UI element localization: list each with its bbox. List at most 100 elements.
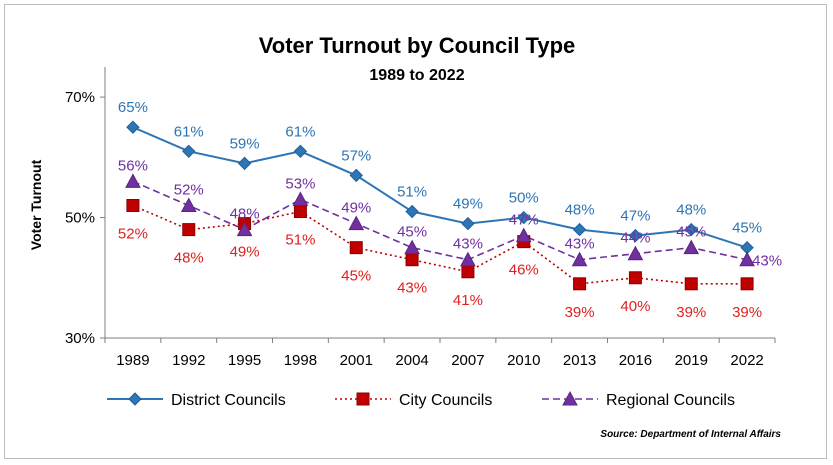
district-point — [349, 168, 363, 183]
district-point — [684, 222, 698, 237]
regional-point — [348, 215, 365, 231]
regional-data-label: 43% — [453, 236, 483, 253]
district-point — [517, 210, 531, 225]
district-data-label: 48% — [676, 202, 706, 219]
city-point — [182, 223, 196, 237]
regional-data-label: 43% — [565, 236, 595, 253]
regional-point — [683, 239, 700, 255]
regional-data-label: 48% — [230, 206, 260, 223]
x-tick-label: 2013 — [563, 352, 596, 369]
regional-point — [627, 245, 644, 261]
city-data-label: 43% — [397, 280, 427, 297]
x-tick-label: 2001 — [340, 352, 373, 369]
legend-marker-district — [128, 392, 142, 406]
city-data-label: 39% — [565, 304, 595, 321]
regional-point — [180, 197, 197, 213]
x-tick-label: 1995 — [228, 352, 261, 369]
x-tick-label: 1998 — [284, 352, 317, 369]
city-data-label: 45% — [341, 268, 371, 285]
data-labels-layer: 65% 61% 59% 61% 57% 51% 49% 50% 48% 47% 48% 45% 52% 4… — [118, 99, 782, 321]
y-axis-label: Voter Turnout — [28, 159, 44, 250]
city-point — [461, 265, 475, 279]
x-tick-label: 1989 — [116, 352, 149, 369]
series-layer — [125, 120, 755, 291]
regional-data-label: 56% — [118, 157, 148, 174]
regional-point — [404, 239, 420, 255]
x-tick-label: 1992 — [172, 352, 205, 369]
district-point — [126, 120, 140, 134]
district-data-label: 45% — [732, 220, 762, 237]
legend-marker-regional — [562, 390, 578, 406]
chart-subtitle: 1989 to 2022 — [369, 67, 464, 84]
source-note: Source: Department of Internal Affairs — [600, 429, 781, 440]
regional-data-label: 53% — [285, 175, 315, 192]
city-data-label: 39% — [676, 304, 706, 321]
y-tick-label: 50% — [65, 210, 95, 227]
district-data-label: 57% — [341, 147, 371, 164]
district-data-label: 50% — [509, 190, 539, 207]
city-point — [405, 253, 419, 267]
regional-point — [236, 221, 253, 237]
district-point — [461, 216, 475, 231]
district-data-label: 51% — [397, 184, 427, 201]
x-tick-label: 2004 — [395, 352, 428, 369]
district-point — [293, 144, 308, 159]
district-data-label: 59% — [230, 135, 260, 152]
regional-point — [125, 173, 141, 188]
city-data-label: 46% — [509, 262, 539, 279]
district-data-label: 47% — [620, 208, 650, 225]
line-chart: Voter Turnout by Council Type 1989 to 20… — [28, 33, 782, 440]
regional-data-label: 44% — [620, 230, 650, 247]
regional-point — [571, 251, 588, 267]
district-point — [182, 144, 196, 159]
regional-data-label: 45% — [676, 224, 706, 241]
regional-point — [292, 191, 309, 206]
city-data-label: 48% — [174, 250, 204, 267]
district-point — [237, 156, 252, 171]
regional-point — [460, 251, 476, 267]
district-data-label: 49% — [453, 196, 483, 213]
district-data-label: 61% — [174, 123, 204, 140]
series-line-district — [132, 126, 748, 249]
x-tick-label: 2010 — [507, 352, 540, 369]
city-data-label: 40% — [620, 298, 650, 315]
city-point — [628, 271, 642, 285]
chart-frame: Voter Turnout by Council Type 1989 to 20… — [4, 4, 827, 459]
city-point — [740, 277, 754, 291]
series-line-city — [132, 204, 748, 285]
city-data-label: 39% — [732, 304, 762, 321]
x-tick-label: 2022 — [730, 352, 763, 369]
district-point — [572, 222, 587, 237]
regional-data-label: 45% — [397, 224, 427, 241]
city-point — [126, 199, 140, 213]
district-point — [628, 228, 643, 243]
legend-label-district: District Councils — [171, 392, 286, 409]
regional-point — [515, 227, 532, 243]
city-point — [349, 241, 363, 255]
city-data-label: 51% — [285, 232, 315, 249]
x-tick-label: 2019 — [675, 352, 708, 369]
city-data-label: 41% — [453, 292, 483, 309]
city-point — [293, 205, 307, 219]
district-data-label: 61% — [285, 123, 315, 140]
regional-data-label: 43% — [752, 253, 782, 270]
regional-data-label: 52% — [174, 182, 204, 199]
legend: District Councils City Councils Regional C… — [107, 390, 735, 409]
city-data-label: 52% — [118, 226, 148, 243]
legend-label-regional: Regional Councils — [606, 392, 735, 409]
district-point — [405, 204, 419, 219]
regional-data-label: 49% — [341, 200, 371, 217]
legend-marker-city — [356, 392, 370, 406]
regional-point — [739, 251, 755, 267]
y-tick-label: 30% — [65, 330, 95, 347]
regional-data-label: 47% — [509, 212, 539, 229]
legend-label-city: City Councils — [399, 392, 492, 409]
axes: 30% 50% 70% 1989 1992 1995 1998 2001 2004 2007 201… — [65, 67, 776, 369]
city-data-label: 49% — [230, 244, 260, 261]
chart-title: Voter Turnout by Council Type — [259, 33, 576, 58]
district-data-label: 48% — [565, 202, 595, 219]
district-data-label: 65% — [118, 99, 148, 116]
series-line-regional — [132, 180, 748, 261]
x-tick-label: 2007 — [451, 352, 484, 369]
y-tick-label: 70% — [65, 89, 95, 106]
